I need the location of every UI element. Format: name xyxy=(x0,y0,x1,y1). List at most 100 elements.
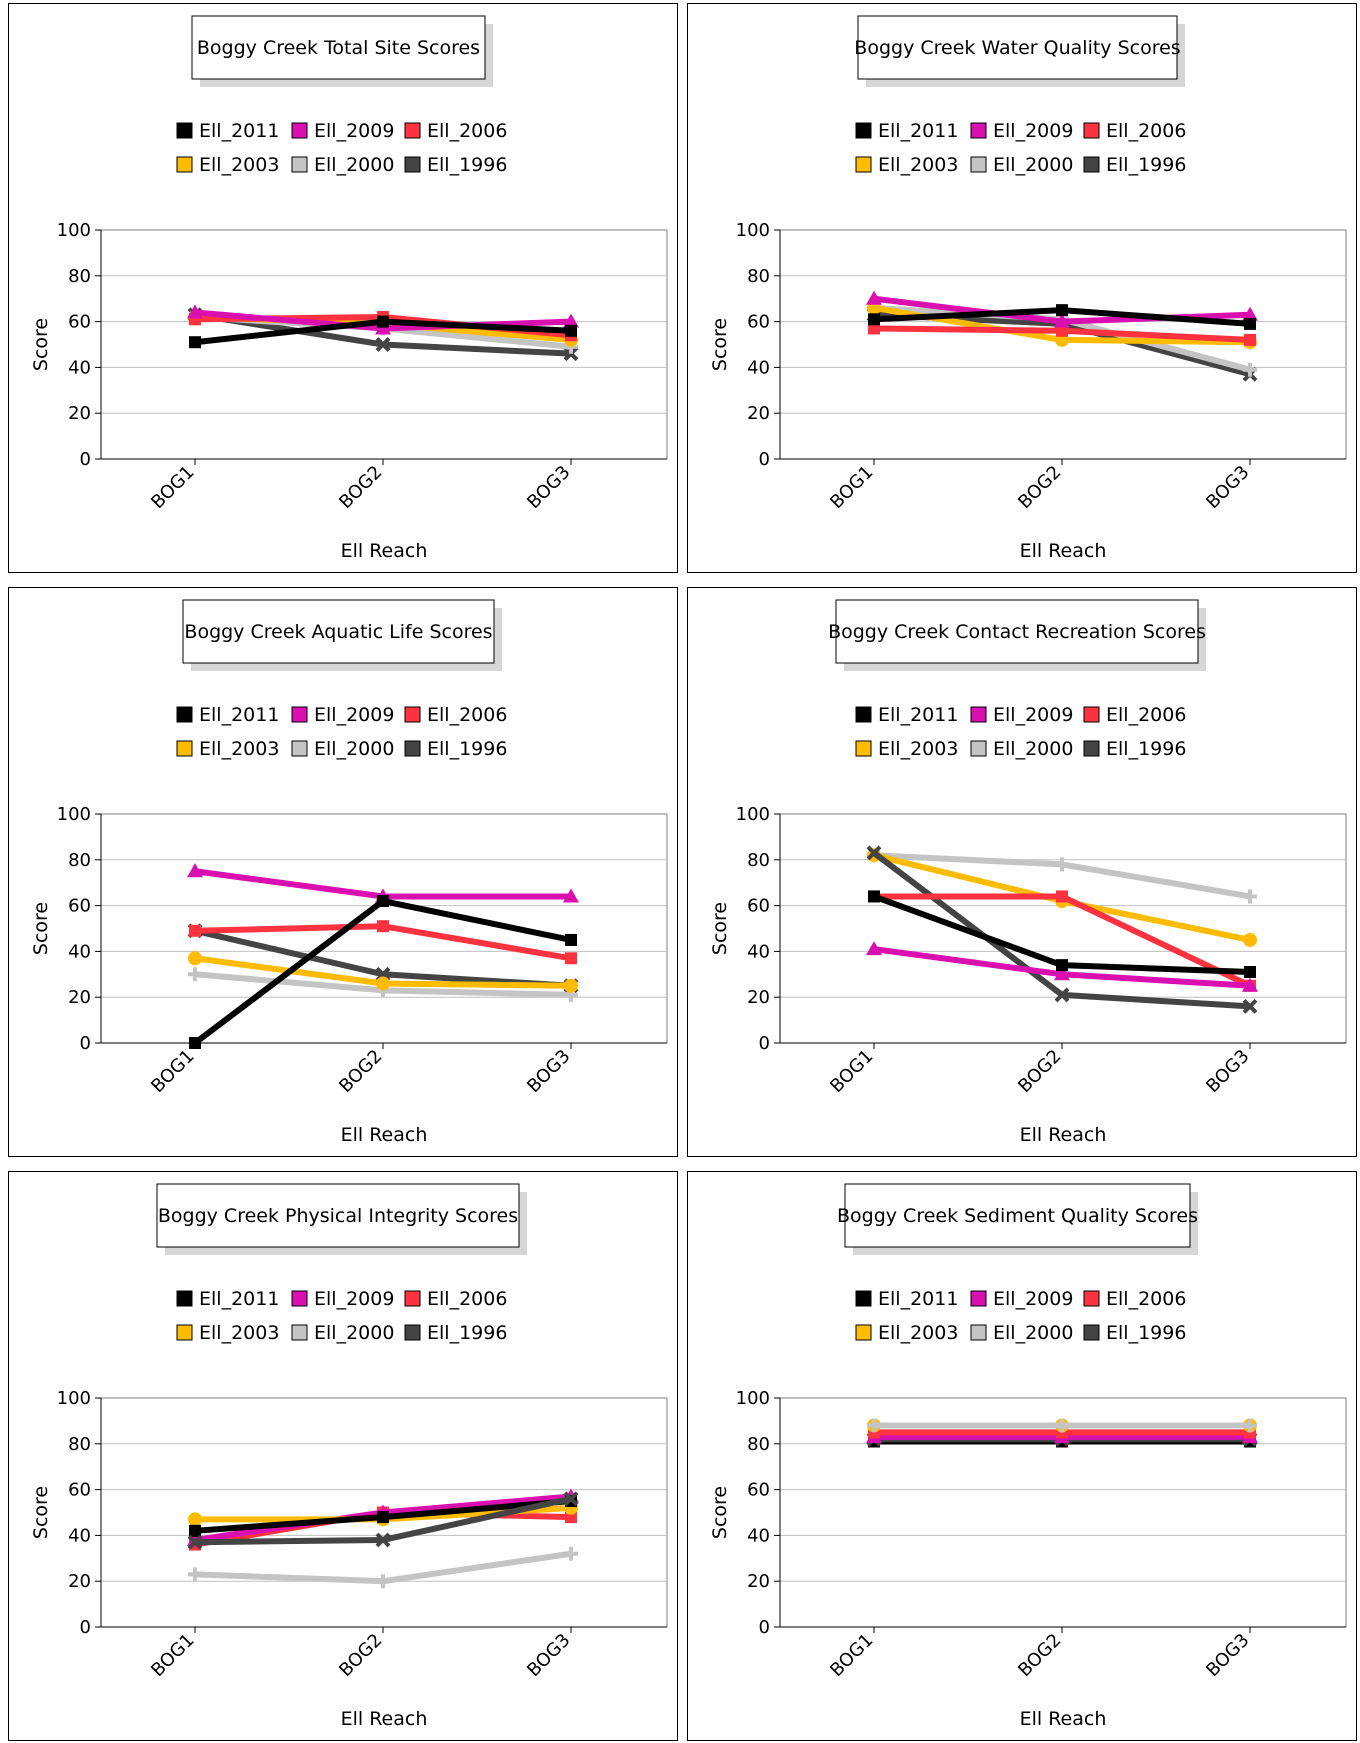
y-tick-label: 60 xyxy=(68,896,91,917)
x-tick-label-bog1: BOG1 xyxy=(826,1046,877,1097)
legend-swatch-ell-2009 xyxy=(291,706,308,723)
x-tick-label-bog2: BOG2 xyxy=(335,1046,386,1097)
legend-label-ell-2011: Ell_2011 xyxy=(878,704,958,726)
x-tick-label-bog3: BOG3 xyxy=(523,1630,574,1681)
chart-panel-total-site: Boggy Creek Total Site Scores Ell_2011 Ell… xyxy=(8,3,678,573)
legend-label-ell-2000: Ell_2000 xyxy=(993,738,1073,760)
y-tick-label: 80 xyxy=(68,850,91,871)
chart-title: Boggy Creek Water Quality Scores xyxy=(854,37,1180,59)
legend-swatch-ell-2006 xyxy=(404,1290,421,1307)
legend-label-ell-2000: Ell_2000 xyxy=(993,1322,1073,1344)
y-tick-label: 100 xyxy=(57,220,91,241)
point-ell-2000-bog3 xyxy=(1243,889,1257,904)
legend-label-ell-2003: Ell_2003 xyxy=(199,154,279,176)
y-tick-label: 40 xyxy=(68,357,91,378)
legend-label-ell-2011: Ell_2011 xyxy=(199,704,279,726)
chart-panel-aquatic-life: Boggy Creek Aquatic Life Scores Ell_2011 E… xyxy=(8,587,678,1157)
point-ell-1996-bog2 xyxy=(375,1532,391,1548)
y-tick-label: 60 xyxy=(68,312,91,333)
x-tick-label-bog3: BOG3 xyxy=(1202,1630,1253,1681)
legend-swatch-ell-2006 xyxy=(1083,122,1100,139)
point-ell-2006-bog2 xyxy=(1056,890,1068,903)
point-ell-2011-bog2 xyxy=(1056,959,1068,972)
x-tick-label-bog1: BOG1 xyxy=(147,1630,198,1681)
series-ell-1996 xyxy=(187,1491,579,1550)
plot-area xyxy=(779,813,1347,1044)
series-ell-2011 xyxy=(868,890,1256,979)
point-ell-2000-bog1 xyxy=(188,967,202,982)
y-axis-label: Score xyxy=(709,902,731,955)
y-axis-label: Score xyxy=(709,318,731,371)
y-tick-label: 100 xyxy=(736,804,770,825)
y-tick-label: 80 xyxy=(747,1434,770,1455)
x-tick-label-bog1: BOG1 xyxy=(147,1046,198,1097)
point-ell-1996-bog1 xyxy=(187,1534,203,1550)
point-ell-2011-bog3 xyxy=(1244,317,1256,330)
point-ell-2003-bog3 xyxy=(1243,932,1257,947)
title-box xyxy=(182,599,495,664)
point-ell-2006-bog2 xyxy=(377,920,389,933)
point-ell-2000-bog2 xyxy=(1055,857,1069,872)
chart-title: Boggy Creek Contact Recreation Scores xyxy=(828,621,1206,643)
legend-swatch-ell-2009 xyxy=(970,122,987,139)
point-ell-2011-bog2 xyxy=(377,315,389,328)
point-ell-2006-bog1 xyxy=(868,322,880,335)
chart-panel-sediment-quality: Boggy Creek Sediment Quality Scores Ell_2… xyxy=(687,1171,1357,1741)
y-tick-label: 80 xyxy=(747,266,770,287)
chart-water-quality: Boggy Creek Water Quality Scores Ell_2011… xyxy=(709,15,1347,562)
x-tick-label-bog1: BOG1 xyxy=(147,462,198,513)
point-ell-1996-bog2 xyxy=(375,337,391,352)
point-ell-2000-bog2 xyxy=(376,1574,390,1589)
y-tick-label: 20 xyxy=(747,987,770,1008)
legend-swatch-ell-2006 xyxy=(1083,1290,1100,1307)
x-axis-label: Ell Reach xyxy=(1020,1124,1107,1146)
point-ell-2003-bog1 xyxy=(188,951,202,966)
x-tick-label-bog3: BOG3 xyxy=(523,462,574,513)
legend-label-ell-2003: Ell_2003 xyxy=(199,738,279,760)
legend-swatch-ell-2003 xyxy=(176,740,193,757)
x-tick-label-bog3: BOG3 xyxy=(523,1046,574,1097)
series-ell-2003 xyxy=(188,951,578,993)
x-tick-label-bog2: BOG2 xyxy=(1014,1046,1065,1097)
legend-swatch-ell-2000 xyxy=(970,156,987,173)
title-box xyxy=(844,1183,1191,1248)
point-ell-2000-bog3 xyxy=(1243,1418,1257,1433)
series-ell-2011 xyxy=(189,315,577,349)
legend-swatch-ell-2000 xyxy=(291,740,308,757)
legend-label-ell-2006: Ell_2006 xyxy=(1106,120,1186,142)
point-ell-2009-bog1 xyxy=(866,290,882,305)
y-tick-label: 100 xyxy=(57,804,91,825)
legend-label-ell-2011: Ell_2011 xyxy=(878,1288,958,1310)
x-tick-label-bog2: BOG2 xyxy=(335,462,386,513)
x-tick-label-bog1: BOG1 xyxy=(826,462,877,513)
legend-label-ell-1996: Ell_1996 xyxy=(1106,1322,1186,1344)
point-ell-2006-bog1 xyxy=(189,924,201,937)
legend-swatch-ell-1996 xyxy=(1083,156,1100,173)
title-box xyxy=(835,599,1199,664)
point-ell-2011-bog1 xyxy=(868,313,880,326)
point-ell-2000-bog3 xyxy=(1243,362,1257,377)
legend-label-ell-2000: Ell_2000 xyxy=(314,738,394,760)
legend-label-ell-2003: Ell_2003 xyxy=(878,1322,958,1344)
point-ell-2009-bog1 xyxy=(866,941,882,956)
legend-swatch-ell-2003 xyxy=(855,156,872,173)
x-tick-label-bog2: BOG2 xyxy=(335,1630,386,1681)
y-tick-label: 20 xyxy=(68,1571,91,1592)
legend-label-ell-2011: Ell_2011 xyxy=(878,120,958,142)
point-ell-2009-bog3 xyxy=(1242,977,1258,992)
series-ell-2006 xyxy=(189,920,577,965)
legend-label-ell-2006: Ell_2006 xyxy=(427,1288,507,1310)
legend-label-ell-1996: Ell_1996 xyxy=(427,1322,507,1344)
point-ell-2006-bog3 xyxy=(1244,333,1256,346)
x-axis-label: Ell Reach xyxy=(341,1708,428,1730)
point-ell-2009-bog2 xyxy=(1054,313,1070,328)
series-ell-2011 xyxy=(868,304,1256,330)
series-ell-2009 xyxy=(187,304,579,335)
y-tick-label: 40 xyxy=(68,1525,91,1546)
legend-label-ell-2009: Ell_2009 xyxy=(993,1288,1073,1310)
chart-contact-recreation: Boggy Creek Contact Recreation Scores Ell… xyxy=(709,599,1347,1146)
y-tick-label: 40 xyxy=(747,1525,770,1546)
point-ell-1996-bog3 xyxy=(1242,998,1258,1014)
legend-label-ell-2006: Ell_2006 xyxy=(427,120,507,142)
point-ell-1996-bog1 xyxy=(866,845,882,861)
